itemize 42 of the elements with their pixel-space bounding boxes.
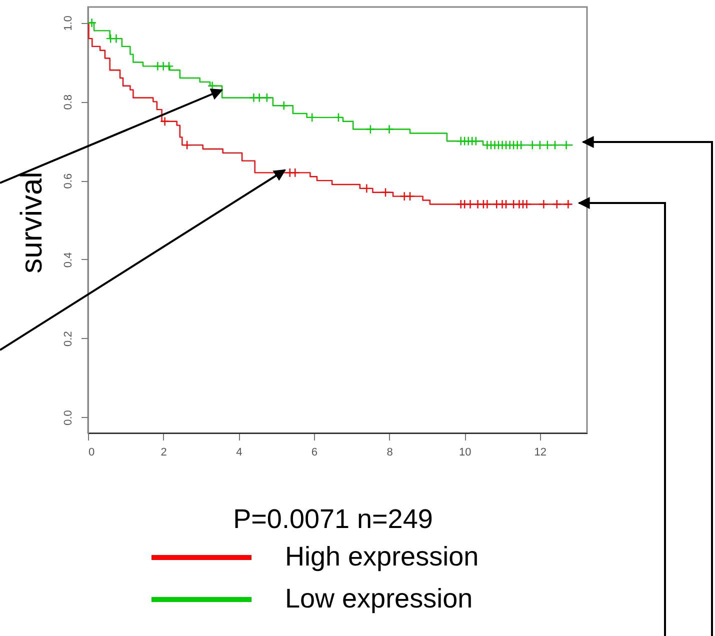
x-tick-label: 0 <box>88 446 95 458</box>
x-tick-label: 2 <box>160 446 167 458</box>
point <box>552 199 562 210</box>
point <box>111 34 122 44</box>
point <box>254 92 264 103</box>
point <box>535 140 545 150</box>
x-tick-label: 12 <box>534 446 547 458</box>
x-tick-label: 10 <box>458 446 472 458</box>
point <box>563 199 573 210</box>
point <box>550 140 560 150</box>
y-tick-label: 0.6 <box>62 173 74 189</box>
point <box>562 140 572 150</box>
point <box>471 136 481 146</box>
point <box>279 100 289 110</box>
point <box>366 124 376 134</box>
x-tick-label: 8 <box>386 446 393 458</box>
point <box>380 188 390 198</box>
point <box>334 112 344 122</box>
point <box>182 140 192 150</box>
point <box>160 116 170 126</box>
point <box>362 184 372 194</box>
y-tick-label: 0.0 <box>62 410 74 426</box>
point <box>542 140 552 150</box>
point <box>528 140 538 150</box>
legend-label: Low expression <box>285 584 473 614</box>
x-tick-label: 6 <box>311 446 318 458</box>
y-tick-label: 0.8 <box>62 94 74 110</box>
y-tick-label: 0.2 <box>62 331 74 346</box>
point <box>405 192 415 202</box>
y-axis-title: survival <box>16 172 48 274</box>
point <box>164 61 174 71</box>
point <box>290 168 300 178</box>
point <box>538 199 548 210</box>
legend-title: P=0.0071 n=249 <box>233 504 433 534</box>
y-tick-label: 0.4 <box>62 252 74 268</box>
point <box>465 199 476 210</box>
point <box>307 112 317 122</box>
x-tick-label: 4 <box>236 446 242 458</box>
y-tick-label: 1.0 <box>62 16 74 31</box>
legend-label: High expression <box>285 542 479 572</box>
point <box>384 124 394 134</box>
point <box>262 92 272 103</box>
